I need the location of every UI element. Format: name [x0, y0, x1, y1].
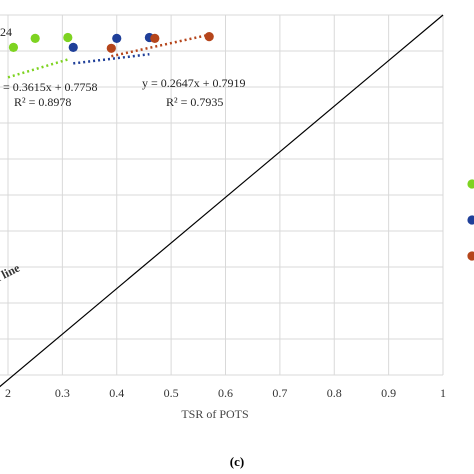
equation-2-line-1: y = 0.2647x + 0.7919	[142, 76, 246, 90]
trendline	[111, 33, 210, 58]
data-point	[8, 42, 19, 53]
top-fragment-label: 24	[0, 25, 12, 39]
equation-1-line-2: R² = 0.8978	[14, 95, 71, 109]
reference-line-label: x line	[0, 260, 23, 285]
data-point	[204, 31, 214, 42]
legend-marker	[467, 251, 474, 261]
legend-marker	[467, 215, 474, 225]
x-tick-label: 0.9	[381, 386, 396, 400]
x-axis-title: TSR of POTS	[181, 407, 248, 421]
data-point	[112, 33, 122, 44]
reference-line	[0, 14, 444, 388]
x-ticks: 2 0.3 0.4 0.5 0.6 0.7 0.8 0.9 1	[5, 386, 446, 400]
data-point	[106, 43, 116, 53]
x-tick-label: 0.6	[218, 386, 233, 400]
x-tick-label: 0.3	[55, 386, 70, 400]
x-tick-label: 0.8	[327, 386, 342, 400]
data-point	[30, 33, 40, 44]
legend	[467, 179, 474, 261]
trendlines	[7, 33, 210, 79]
data-point	[68, 42, 78, 53]
figure-caption: (c)	[230, 454, 244, 469]
reference-line-group	[0, 14, 444, 388]
x-tick-label: 1	[440, 386, 446, 400]
equation-2-line-2: R² = 0.7935	[166, 95, 223, 109]
data-point	[150, 33, 160, 44]
x-tick-label: 0.7	[272, 386, 287, 400]
x-tick-label: 0.4	[109, 386, 124, 400]
x-tick-label: 0.5	[164, 386, 179, 400]
legend-marker	[467, 179, 474, 189]
x-tick-label: 2	[5, 386, 11, 400]
trendline	[7, 58, 69, 79]
grid	[0, 14, 444, 376]
equation-1-line-1: y = 0.3615x + 0.7758	[0, 80, 98, 94]
data-points	[8, 31, 214, 53]
data-point	[63, 32, 73, 43]
